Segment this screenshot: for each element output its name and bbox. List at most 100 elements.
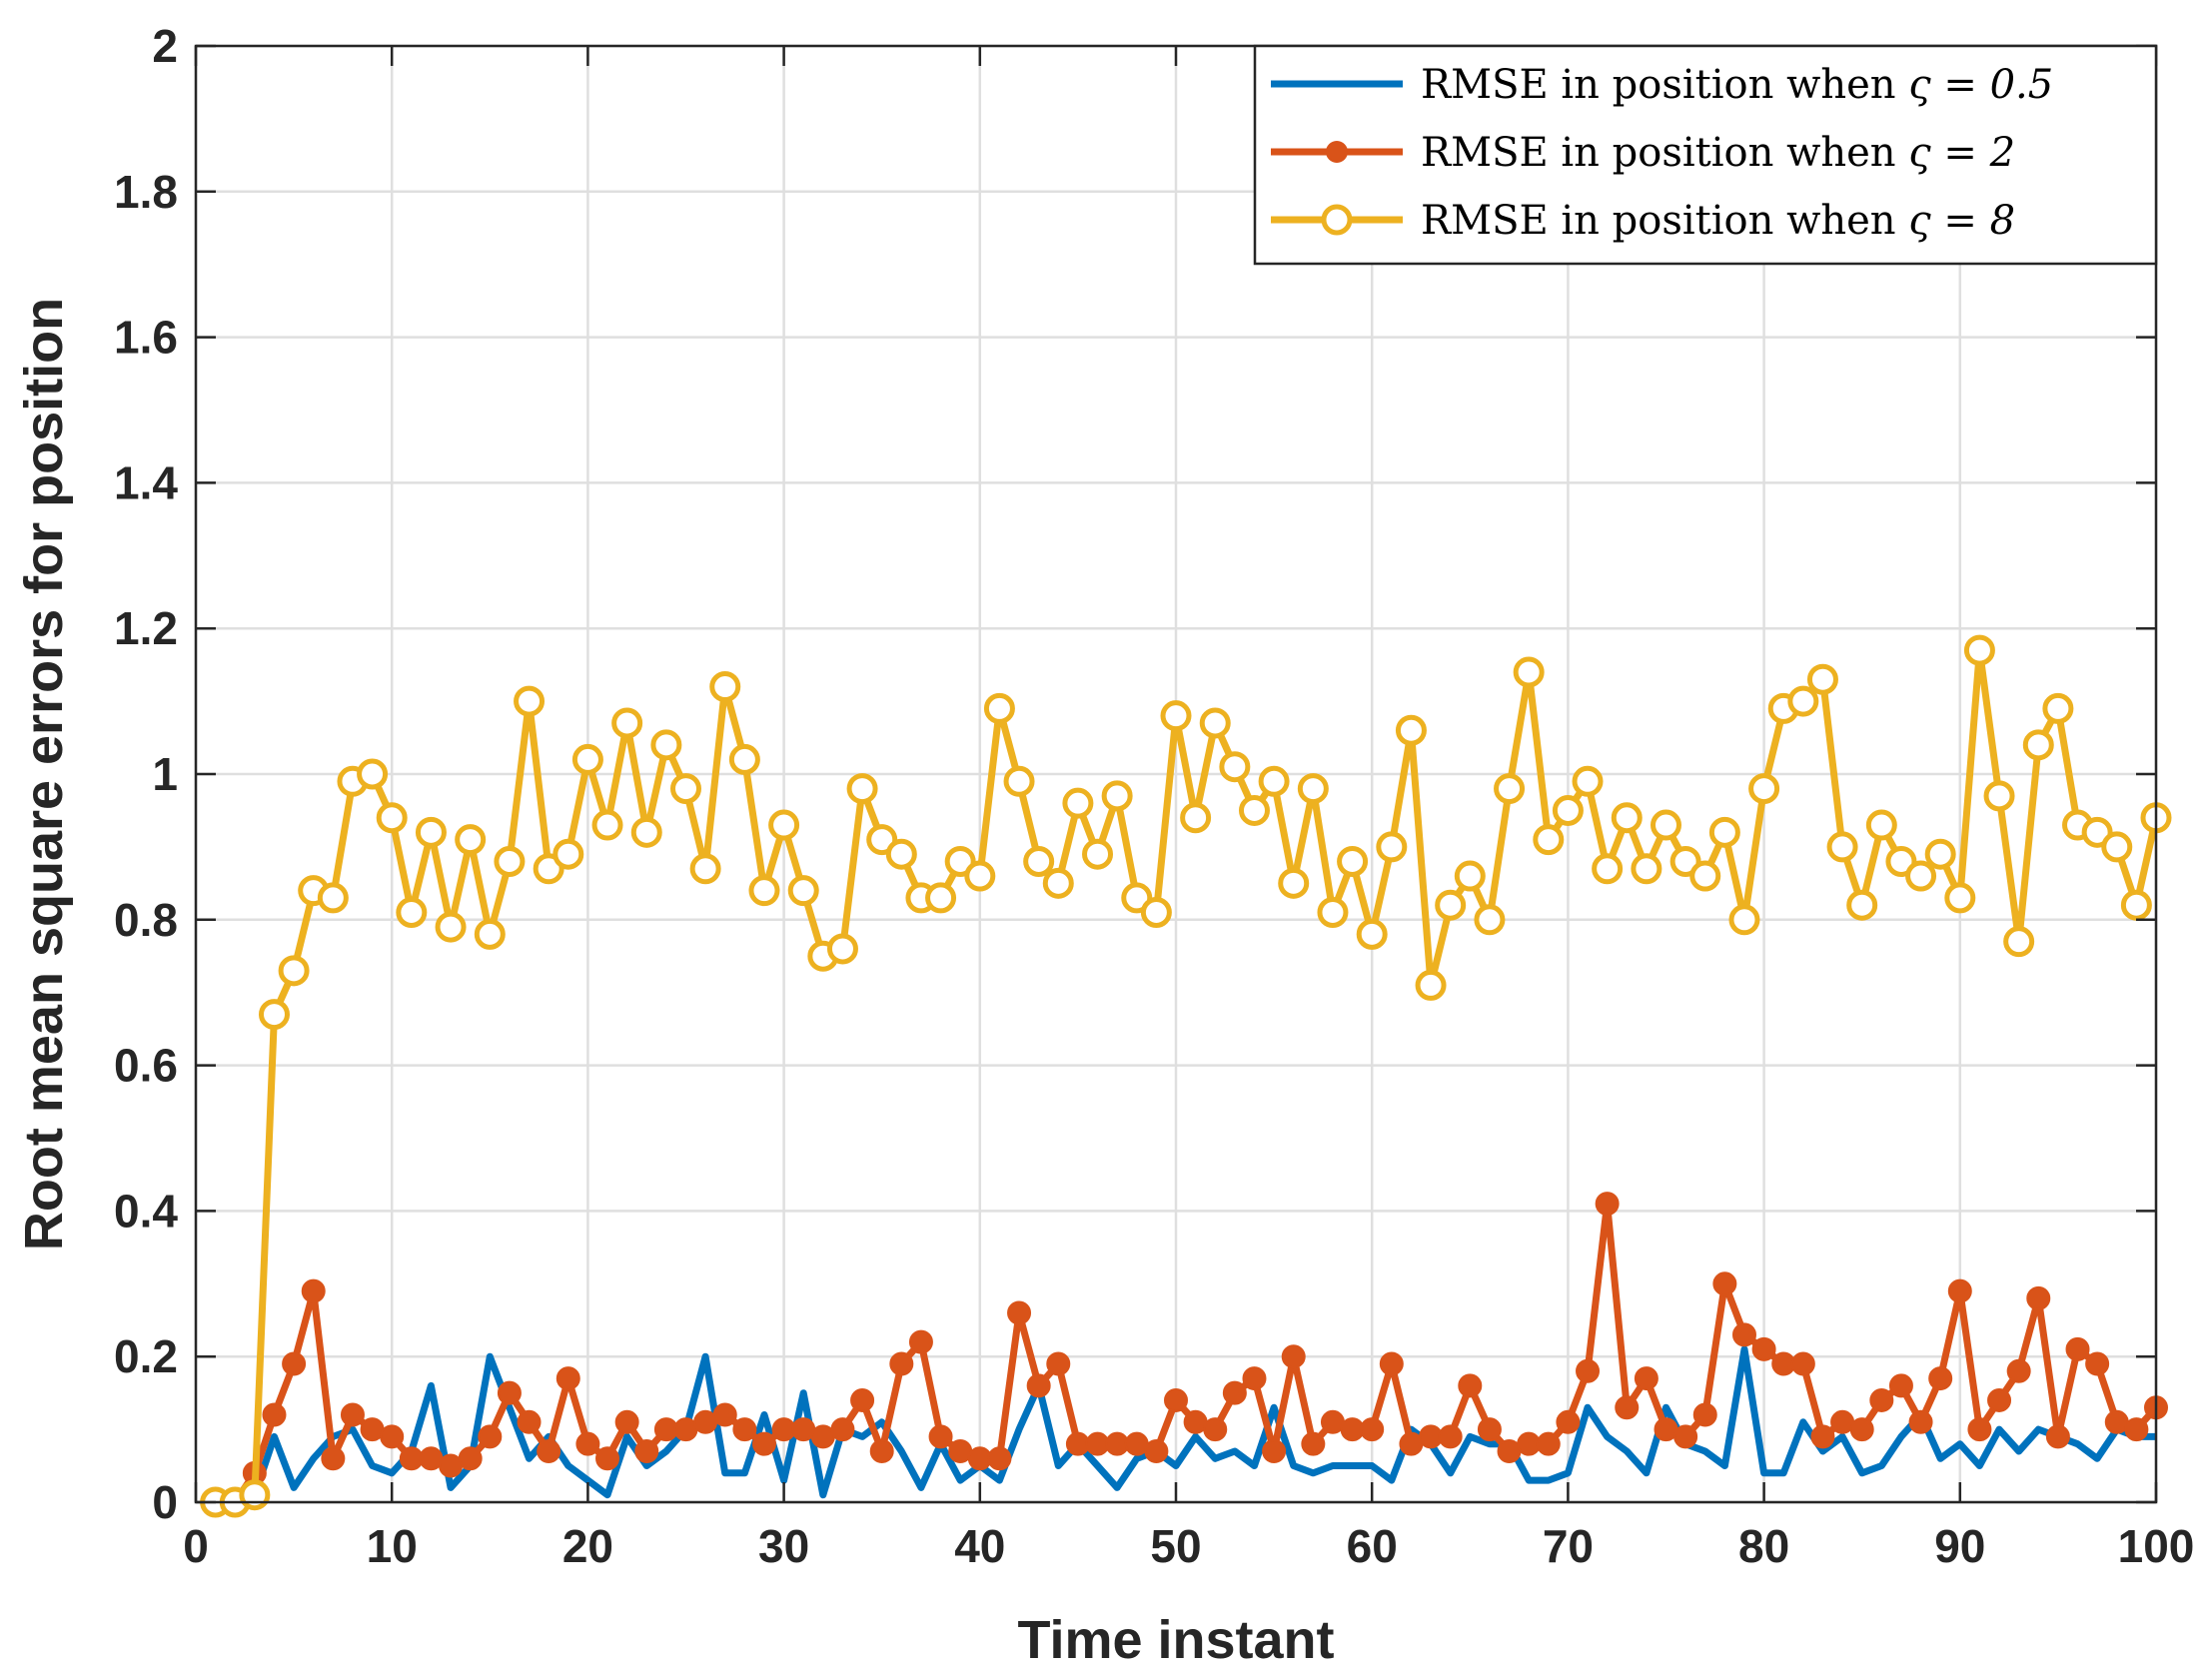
data-point [1983,780,2015,812]
y-tick-label: 0.4 [114,1185,178,1237]
data-point [1790,1351,1815,1376]
x-tick-labels: 0 10 20 30 40 50 60 70 80 90 100 [183,1520,2194,1572]
data-point [1317,897,1349,929]
legend-box [1253,44,2158,266]
data-point [455,824,487,856]
data-point [1963,634,1995,666]
data-point [830,1417,855,1442]
x-tick-label: 60 [1347,1520,1398,1572]
data-point [1026,1373,1051,1398]
y-tick-label: 0 [152,1476,178,1528]
data-point [1751,1336,1776,1361]
data-point [1865,809,1897,841]
data-point [591,809,623,841]
x-tick-label: 30 [758,1520,809,1572]
data-point [614,1409,639,1434]
data-point [1376,831,1408,863]
legend-item-3[interactable]: RMSE in position when ς = 8 [1271,198,2015,244]
data-point [1728,904,1760,936]
legend-swatch-marker [1326,141,1348,163]
data-point [2065,1336,2090,1361]
data-point [396,897,428,929]
data-point [1595,1192,1620,1217]
data-point [1042,867,1074,899]
x-tick-label: 90 [1934,1520,1985,1572]
data-point [1003,765,1035,797]
data-point [1787,685,1819,717]
data-point [1477,1417,1502,1442]
data-point [258,999,290,1031]
legend-label: RMSE in position when ς = 0.5 [1421,62,2053,108]
x-tick-label: 50 [1150,1520,1201,1572]
data-point [458,1446,483,1471]
data-point [1435,889,1467,921]
series-layer [200,634,2172,1518]
data-point [1379,1351,1404,1376]
x-tick-label: 0 [183,1520,209,1572]
series-2 [203,1192,2168,1514]
data-point [1007,1300,1032,1325]
legend[interactable]: RMSE in position when ς = 0.5 RMSE in pos… [1253,44,2158,266]
data-point [1556,1409,1581,1434]
data-point [1278,867,1310,899]
data-point [478,1424,503,1449]
series-line [215,646,2160,1506]
legend-item-2[interactable]: RMSE in position when ς = 2 [1271,130,2015,176]
data-point [1689,860,1721,892]
data-point [1494,773,1526,805]
x-axis-label: Time instant [1017,1610,1334,1670]
data-point [1337,845,1369,877]
data-point [2101,831,2133,863]
data-point [1947,1278,1972,1303]
data-point [630,816,662,848]
data-point [376,802,408,834]
data-point [2045,1424,2070,1449]
data-point [595,1446,620,1471]
data-point [1474,904,1506,936]
data-point [2003,926,2035,958]
data-point [732,1417,757,1442]
data-point [1944,882,1976,914]
data-point [1454,860,1486,892]
data-point [889,1351,914,1376]
y-tick-label: 1.4 [114,456,178,508]
data-point [1615,1395,1640,1420]
data-point [2026,1285,2051,1310]
legend-label-math: ς = 8 [1908,198,2015,244]
data-point [1967,1417,1992,1442]
y-tick-label: 0.6 [114,1040,178,1092]
data-point [1395,714,1427,746]
data-point [1576,1358,1601,1383]
legend-label-prefix: RMSE in position when [1421,130,1908,176]
data-point [670,773,701,805]
y-tick-labels: 0 0.2 0.4 0.6 0.8 1 1.2 1.4 1.6 1.8 2 [114,20,178,1528]
data-point [1928,1366,1953,1391]
data-point [1826,831,1858,863]
data-point [1160,700,1192,732]
data-point [282,1351,307,1376]
data-point [1572,765,1604,797]
legend-label: RMSE in position when ς = 8 [1421,198,2015,244]
data-point [1180,802,1212,834]
legend-label-math: ς = 2 [1908,130,2015,176]
x-tick-label: 20 [562,1520,613,1572]
y-tick-label: 1.6 [114,312,178,364]
data-point [1301,1431,1326,1456]
y-tick-label: 2 [152,20,178,72]
data-point [2124,1417,2149,1442]
data-point [1533,824,1565,856]
data-point [380,1424,405,1449]
data-point [1438,1424,1463,1449]
data-point [2085,1351,2110,1376]
data-point [321,1446,346,1471]
data-point [262,1402,287,1427]
data-point [474,918,506,950]
data-point [1262,1438,1287,1463]
data-point [514,685,546,717]
legend-swatch-marker [1321,204,1353,236]
legend-item-1[interactable]: RMSE in position when ς = 0.5 [1271,62,2053,108]
data-point [340,1402,365,1427]
data-point [709,671,741,703]
data-point [1360,1417,1385,1442]
